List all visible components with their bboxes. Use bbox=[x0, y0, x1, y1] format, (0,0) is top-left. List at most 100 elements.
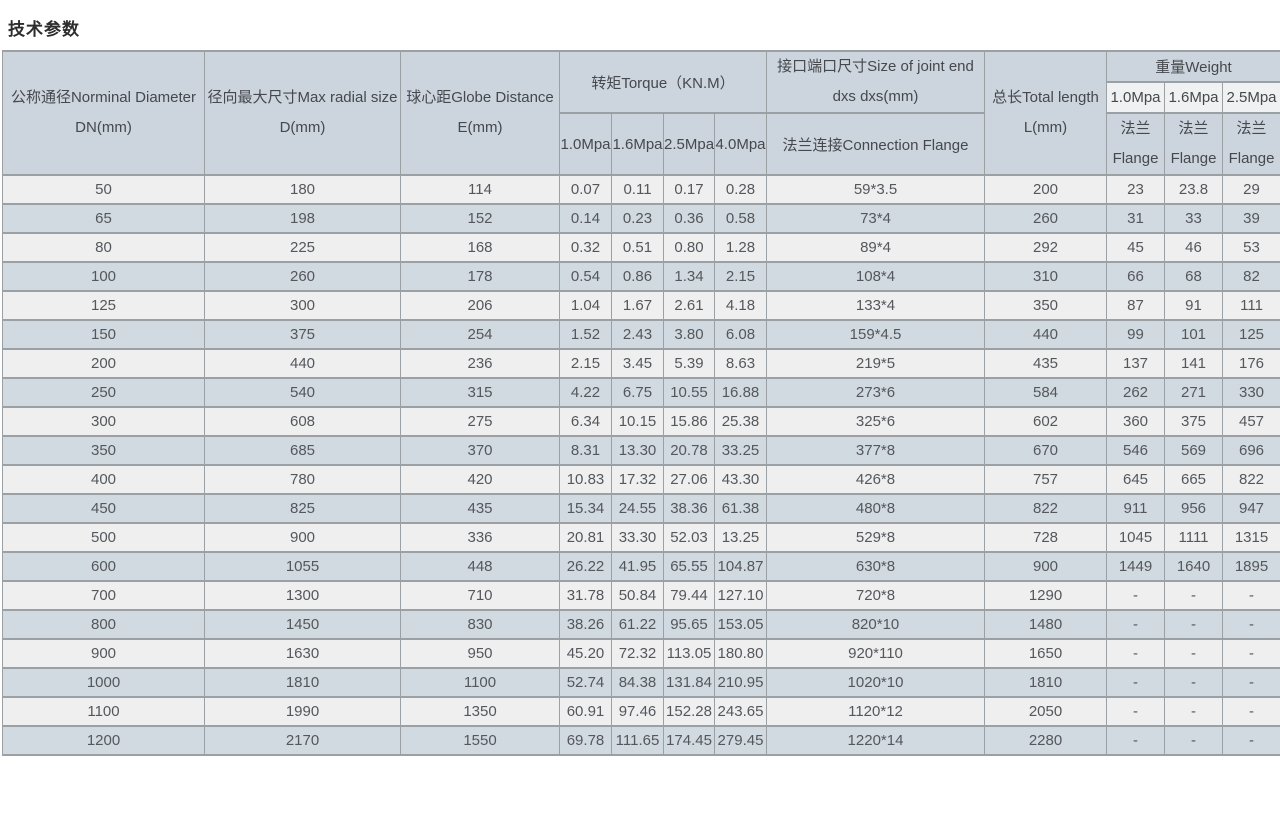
table-cell: 1055 bbox=[204, 551, 401, 582]
table-cell: 150 bbox=[2, 319, 205, 350]
header-weight-1.0mpa: 1.0Mpa bbox=[1106, 81, 1165, 114]
header-globe-distance: 球心距Globe Distance E(mm) bbox=[400, 50, 560, 176]
table-cell: 900 bbox=[204, 522, 401, 553]
table-row: 700 1300 710 31.78 50.84 79.44 127.10 720*8 1290… bbox=[2, 580, 1280, 611]
header-flange-cn: 法兰 bbox=[1120, 120, 1151, 137]
table-cell: 68 bbox=[1164, 261, 1223, 292]
table-cell: 1111 bbox=[1164, 522, 1223, 553]
table-cell: 53 bbox=[1221, 232, 1280, 263]
table-cell: 33.25 bbox=[714, 435, 767, 466]
header-total-length-line2: L(mm) bbox=[1023, 119, 1068, 136]
table-cell: 420 bbox=[400, 464, 560, 495]
table-cell: 720*8 bbox=[766, 580, 985, 611]
table-cell: 20.78 bbox=[663, 435, 715, 466]
table-cell: 29 bbox=[1221, 174, 1280, 205]
table-cell: 0.28 bbox=[714, 174, 767, 205]
header-max-radial-size-line2: D(mm) bbox=[279, 119, 326, 136]
table-cell: - bbox=[1221, 667, 1280, 698]
table-cell: 4.22 bbox=[559, 377, 612, 408]
header-torque-1.6mpa: 1.6Mpa bbox=[611, 112, 664, 176]
table-cell: 69.78 bbox=[559, 725, 612, 756]
table-cell: 82 bbox=[1221, 261, 1280, 292]
table-cell: 243.65 bbox=[714, 696, 767, 727]
table-cell: 665 bbox=[1164, 464, 1223, 495]
header-flange-1.0mpa: 法兰 Flange bbox=[1106, 112, 1165, 176]
table-cell: 950 bbox=[400, 638, 560, 669]
table-cell: 5.39 bbox=[663, 348, 715, 379]
table-row: 80 225 168 0.32 0.51 0.80 1.28 89*4 292 45 46 53 bbox=[2, 232, 1280, 263]
table-cell: 176 bbox=[1221, 348, 1280, 379]
table-cell: 920*110 bbox=[766, 638, 985, 669]
table-cell: 1449 bbox=[1106, 551, 1165, 582]
table-cell: 275 bbox=[400, 406, 560, 437]
table-cell: 236 bbox=[400, 348, 560, 379]
header-weight-group: 重量Weight bbox=[1105, 50, 1280, 83]
table-cell: 350 bbox=[984, 290, 1107, 321]
table-cell: 31.78 bbox=[559, 580, 612, 611]
table-cell: 0.32 bbox=[559, 232, 612, 263]
table-cell: 45.20 bbox=[559, 638, 612, 669]
table-row: 1200 2170 1550 69.78 111.65 174.45 279.45 1220*… bbox=[2, 725, 1280, 756]
header-globe-distance-line1: 球心距Globe Distance bbox=[406, 89, 554, 106]
table-header: 公称通径Norminal Diameter DN(mm) 径向最大尺寸Max r… bbox=[2, 50, 1280, 176]
table-cell: 8.63 bbox=[714, 348, 767, 379]
table-cell: 10.15 bbox=[611, 406, 664, 437]
table-cell: 279.45 bbox=[714, 725, 767, 756]
table-cell: 3.45 bbox=[611, 348, 664, 379]
table-cell: - bbox=[1221, 580, 1280, 611]
table-cell: 131.84 bbox=[663, 667, 715, 698]
table-row: 200 440 236 2.15 3.45 5.39 8.63 219*5 435 137 141 1… bbox=[2, 348, 1280, 379]
table-cell: 1300 bbox=[204, 580, 401, 611]
table-cell: 200 bbox=[2, 348, 205, 379]
table-cell: 65.55 bbox=[663, 551, 715, 582]
table-cell: 168 bbox=[400, 232, 560, 263]
table-cell: - bbox=[1106, 696, 1165, 727]
table-cell: 529*8 bbox=[766, 522, 985, 553]
table-cell: 101 bbox=[1164, 319, 1223, 350]
table-cell: 26.22 bbox=[559, 551, 612, 582]
table-cell: 822 bbox=[984, 493, 1107, 524]
table-cell: - bbox=[1164, 580, 1223, 611]
header-nominal-diameter-line1: 公称通径Norminal Diameter bbox=[10, 89, 197, 106]
table-cell: 111 bbox=[1221, 290, 1280, 321]
table-cell: 114 bbox=[400, 174, 560, 205]
table-cell: 72.32 bbox=[611, 638, 664, 669]
header-joint-end-size-line1: 接口端口尺寸Size of joint end bbox=[777, 58, 974, 75]
table-cell: 1.52 bbox=[559, 319, 612, 350]
table-cell: 956 bbox=[1164, 493, 1223, 524]
table-cell: 1.34 bbox=[663, 261, 715, 292]
table-cell: 50.84 bbox=[611, 580, 664, 611]
table-cell: 3.80 bbox=[663, 319, 715, 350]
table-cell: 350 bbox=[2, 435, 205, 466]
table-cell: 1350 bbox=[400, 696, 560, 727]
header-flange-cn: 法兰 bbox=[1236, 120, 1267, 137]
table-cell: 2170 bbox=[204, 725, 401, 756]
table-cell: 104.87 bbox=[714, 551, 767, 582]
table-cell: 24.55 bbox=[611, 493, 664, 524]
table-cell: 13.25 bbox=[714, 522, 767, 553]
table-cell: 685 bbox=[204, 435, 401, 466]
table-row: 250 540 315 4.22 6.75 10.55 16.88 273*6 584 262 27… bbox=[2, 377, 1280, 408]
table-cell: 0.86 bbox=[611, 261, 664, 292]
table-cell: 225 bbox=[204, 232, 401, 263]
table-cell: 450 bbox=[2, 493, 205, 524]
table-cell: 900 bbox=[984, 551, 1107, 582]
table-cell: 6.75 bbox=[611, 377, 664, 408]
header-joint-end-size: 接口端口尺寸Size of joint end dxs dxs(mm) bbox=[766, 50, 985, 114]
table-cell: 33 bbox=[1164, 203, 1223, 234]
table-cell: 133*4 bbox=[766, 290, 985, 321]
table-cell: 111.65 bbox=[611, 725, 664, 756]
table-cell: 1.04 bbox=[559, 290, 612, 321]
table-cell: 2.61 bbox=[663, 290, 715, 321]
table-cell: 1630 bbox=[204, 638, 401, 669]
table-cell: 830 bbox=[400, 609, 560, 640]
table-cell: 1120*12 bbox=[766, 696, 985, 727]
table-cell: 254 bbox=[400, 319, 560, 350]
table-row: 600 1055 448 26.22 41.95 65.55 104.87 630*8 900 1… bbox=[2, 551, 1280, 582]
table-row: 1000 1810 1100 52.74 84.38 131.84 210.95 1020*1… bbox=[2, 667, 1280, 698]
table-cell: - bbox=[1221, 696, 1280, 727]
table-cell: 79.44 bbox=[663, 580, 715, 611]
header-flange-1.6mpa: 法兰 Flange bbox=[1164, 112, 1223, 176]
table-cell: 0.17 bbox=[663, 174, 715, 205]
table-cell: 0.07 bbox=[559, 174, 612, 205]
